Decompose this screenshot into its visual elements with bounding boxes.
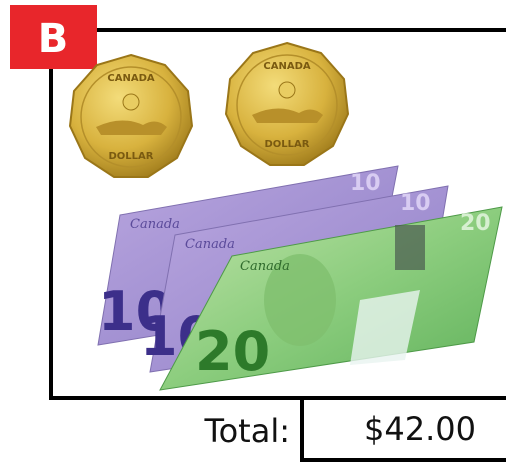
bill-corner: 10	[350, 171, 381, 196]
total-amount: $42.00	[364, 410, 476, 448]
bill: Canada 20 20	[159, 206, 503, 391]
bill-country: Canada	[130, 217, 180, 232]
bill-corner: 10	[400, 191, 431, 216]
coin: CANADA DOLLAR	[224, 41, 350, 166]
badge-label: B	[38, 16, 69, 62]
coin: CANADA DOLLAR	[68, 53, 194, 178]
bill-country: Canada	[185, 237, 235, 252]
bill-country: Canada	[240, 259, 290, 274]
badge-box	[10, 5, 97, 69]
frame	[49, 28, 506, 462]
bill-corner: 20	[460, 211, 491, 236]
total-label: Total:	[203, 412, 290, 450]
coin-country: CANADA	[263, 61, 310, 72]
bill-value: 20	[195, 320, 270, 383]
coin-denomination: DOLLAR	[109, 151, 154, 162]
coin-denomination: DOLLAR	[265, 139, 310, 150]
coin-country: CANADA	[107, 73, 154, 84]
